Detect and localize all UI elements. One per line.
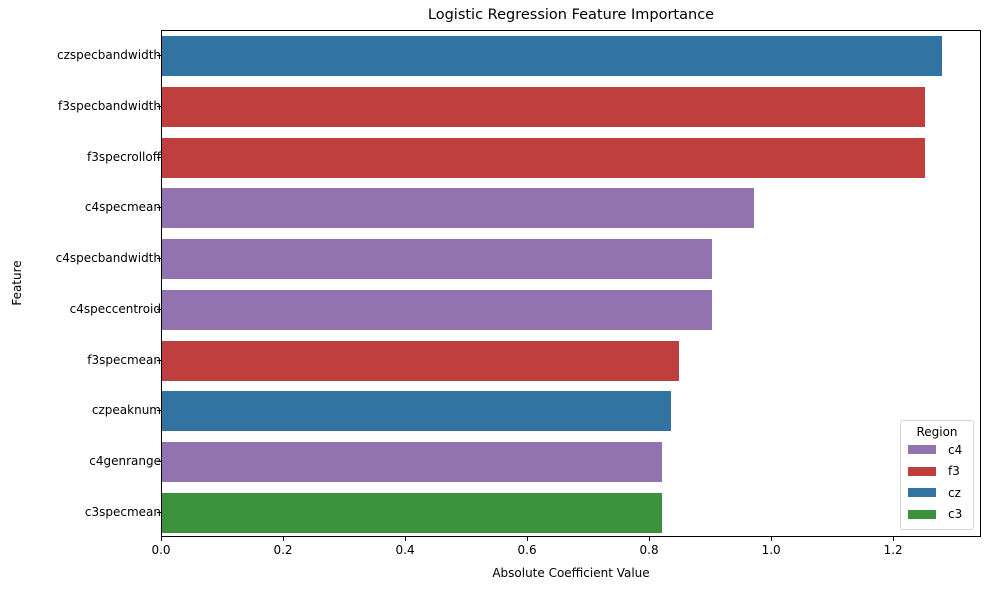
y-tick-mark bbox=[157, 460, 161, 462]
legend-label: c3 bbox=[948, 507, 963, 522]
y-tick-mark bbox=[157, 359, 161, 361]
y-tick-mark bbox=[157, 156, 161, 158]
legend-label: f3 bbox=[948, 464, 960, 479]
y-tick-mark bbox=[157, 511, 161, 513]
chart-title: Logistic Regression Feature Importance bbox=[427, 7, 715, 23]
y-tick-mark bbox=[157, 55, 161, 57]
x-tick-mark bbox=[649, 537, 651, 541]
y-tick-label: c4speccentroid bbox=[69, 301, 161, 316]
bar-c4genrange bbox=[162, 441, 663, 482]
x-tick-mark bbox=[893, 537, 895, 541]
legend-label: cz bbox=[948, 485, 961, 500]
bar-c4specbandwidth bbox=[162, 239, 712, 280]
bar-c4specmean bbox=[162, 188, 755, 229]
x-tick-label: 0.2 bbox=[273, 543, 293, 557]
legend-item-cz: cz bbox=[901, 482, 973, 504]
bar-czpeaknum bbox=[162, 391, 671, 432]
x-tick-label: 0.0 bbox=[151, 543, 171, 557]
x-tick-mark bbox=[283, 537, 285, 541]
y-tick-label: c3specmean bbox=[84, 504, 161, 519]
y-tick-label: f3specrolloff bbox=[87, 149, 161, 164]
y-tick-mark bbox=[157, 258, 161, 260]
y-tick-label: c4specbandwidth bbox=[55, 251, 161, 266]
y-tick-label: czspecbandwidth bbox=[56, 48, 161, 63]
y-tick-label: f3specmean bbox=[87, 352, 161, 367]
x-tick-label: 0.8 bbox=[639, 543, 659, 557]
bar-f3specrolloff bbox=[162, 137, 925, 178]
bar-c3specmean bbox=[162, 492, 662, 533]
y-tick-mark bbox=[157, 106, 161, 108]
bar-c4speccentroid bbox=[162, 289, 712, 330]
legend-item-f3: f3 bbox=[901, 461, 973, 483]
y-tick-label: f3specbandwidth bbox=[58, 99, 161, 114]
legend-item-c4: c4 bbox=[901, 439, 973, 461]
bar-czspecbandwidth bbox=[162, 36, 942, 77]
legend: Region c4 f3 cz c3 bbox=[900, 420, 974, 530]
bar-f3specmean bbox=[162, 340, 679, 381]
x-tick-label: 1.2 bbox=[883, 543, 903, 557]
y-axis-label: Feature bbox=[10, 260, 24, 306]
legend-label: c4 bbox=[948, 442, 963, 457]
legend-item-c3: c3 bbox=[901, 504, 973, 526]
legend-swatch bbox=[908, 466, 936, 476]
x-tick-label: 1.0 bbox=[761, 543, 781, 557]
y-tick-label: czpeaknum bbox=[91, 403, 161, 418]
x-tick-mark bbox=[527, 537, 529, 541]
x-tick-mark bbox=[161, 537, 162, 541]
legend-title: Region bbox=[916, 425, 958, 439]
y-tick-label: c4genrange bbox=[89, 453, 161, 468]
y-tick-label: c4specmean bbox=[84, 200, 161, 215]
x-tick-mark bbox=[771, 537, 773, 541]
legend-swatch bbox=[908, 445, 936, 455]
y-tick-mark bbox=[157, 308, 161, 310]
x-tick-label: 0.4 bbox=[395, 543, 415, 557]
x-tick-label: 0.6 bbox=[517, 543, 537, 557]
x-tick-mark bbox=[405, 537, 407, 541]
legend-swatch bbox=[908, 509, 936, 519]
bar-f3specbandwidth bbox=[162, 87, 925, 128]
y-tick-mark bbox=[157, 410, 161, 412]
x-axis-label: Absolute Coefficient Value bbox=[492, 566, 650, 580]
legend-swatch bbox=[908, 488, 936, 498]
plot-area bbox=[161, 30, 981, 537]
y-tick-mark bbox=[157, 207, 161, 209]
